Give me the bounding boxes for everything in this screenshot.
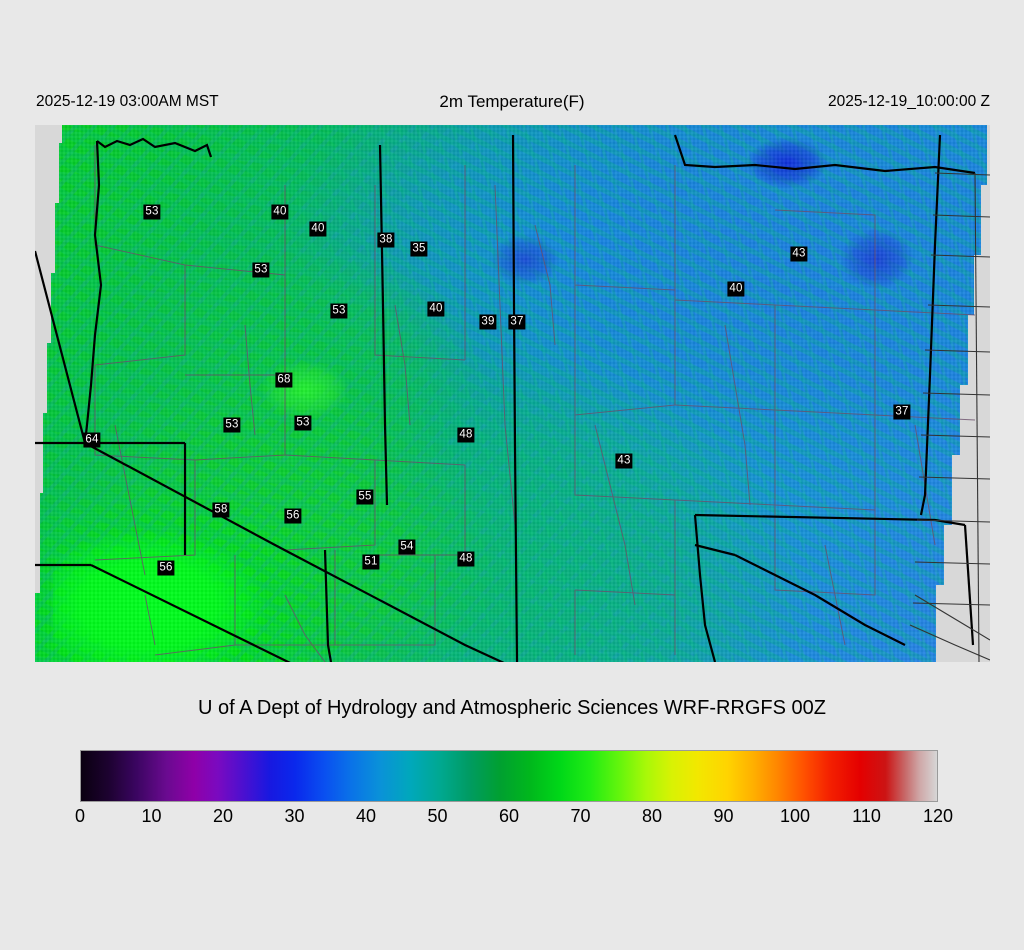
colorbar-tick: 40	[355, 806, 377, 826]
station-temperature-label: 40	[309, 221, 327, 237]
station-temperature-label: 68	[275, 372, 293, 388]
raster-warm-anomaly-sw	[53, 525, 283, 662]
station-temperature-label: 58	[212, 502, 230, 518]
colorbar-tick: 0	[74, 806, 86, 826]
colorbar-tick: 60	[498, 806, 520, 826]
nodata-edge-right	[952, 455, 990, 525]
station-temperature-label: 54	[398, 539, 416, 555]
colorbar-tick-labels: 0 10 20 30 40 50 60 70 80 90 100 110 120	[75, 806, 953, 830]
nodata-edge-right	[968, 315, 990, 385]
colorbar-tick: 70	[570, 806, 591, 826]
valid-time-label: 2025-12-19_10:00:00 Z	[827, 93, 990, 110]
raster-cold-anomaly-ne1	[725, 125, 845, 195]
colorbar[interactable]: 0 10 20 30 40 50 60 70 80 90 100 110 120	[75, 750, 953, 826]
colorbar-tick: 80	[641, 806, 663, 826]
temperature-map[interactable]: 53 40 40 38 35 53 43 40 53 40 39 37 68 37 53 53 64 48 43 55…	[35, 125, 990, 662]
nodata-edge-left	[35, 203, 55, 273]
station-temperature-label: 53	[294, 415, 312, 431]
colorbar-tick: 90	[713, 806, 734, 826]
nodata-edge-right	[981, 185, 990, 255]
station-temperature-label: 48	[457, 551, 475, 567]
station-temperature-label: 55	[356, 489, 374, 505]
station-temperature-label: 56	[284, 508, 302, 524]
station-temperature-label: 56	[157, 560, 175, 576]
station-temperature-label: 37	[508, 314, 526, 330]
station-temperature-label: 53	[330, 303, 348, 319]
raster-cold-anomaly-nc	[475, 220, 585, 300]
header-bar: 2025-12-19 03:00AM MST 2m Temperature(F)…	[0, 92, 1024, 116]
station-temperature-label: 43	[790, 246, 808, 262]
station-temperature-label: 40	[427, 301, 445, 317]
station-temperature-label: 38	[377, 232, 395, 248]
colorbar-tick: 30	[284, 806, 305, 826]
colorbar-tick: 120	[922, 806, 954, 826]
station-temperature-label: 53	[143, 204, 161, 220]
station-temperature-label: 37	[893, 404, 911, 420]
station-temperature-label: 39	[479, 314, 497, 330]
nodata-edge-right	[974, 255, 990, 315]
nodata-edge-right	[987, 125, 990, 185]
station-temperature-label: 40	[727, 281, 745, 297]
nodata-edge-left	[35, 273, 51, 343]
station-temperature-label: 51	[362, 554, 380, 570]
raster-cold-anomaly-ne2	[825, 215, 935, 305]
colorbar-tick: 50	[427, 806, 448, 826]
station-temperature-label: 35	[410, 241, 428, 257]
colorbar-tick: 100	[779, 806, 811, 826]
nodata-edge-left	[35, 493, 40, 593]
station-temperature-label: 40	[271, 204, 289, 220]
credit-line: U of A Dept of Hydrology and Atmospheric…	[197, 697, 827, 719]
nodata-edge-left	[35, 343, 47, 413]
political-boundaries	[35, 134, 990, 662]
station-temperature-label: 64	[83, 432, 101, 448]
station-temperature-label: 53	[223, 417, 241, 433]
colorbar-tick: 10	[141, 806, 162, 826]
station-temperature-label: 48	[457, 427, 475, 443]
colorbar-tick: 20	[212, 806, 234, 826]
colorbar-tick: 110	[852, 806, 881, 826]
nodata-edge-left	[35, 125, 62, 143]
local-time-label: 2025-12-19 03:00AM MST	[36, 93, 219, 110]
station-temperature-label: 43	[615, 453, 633, 469]
station-temperature-label: 53	[252, 262, 270, 278]
colorbar-gradient	[80, 750, 938, 802]
map-title: 2m Temperature(F)	[439, 92, 585, 111]
nodata-edge-left	[35, 413, 43, 493]
nodata-edge-left	[35, 143, 59, 203]
